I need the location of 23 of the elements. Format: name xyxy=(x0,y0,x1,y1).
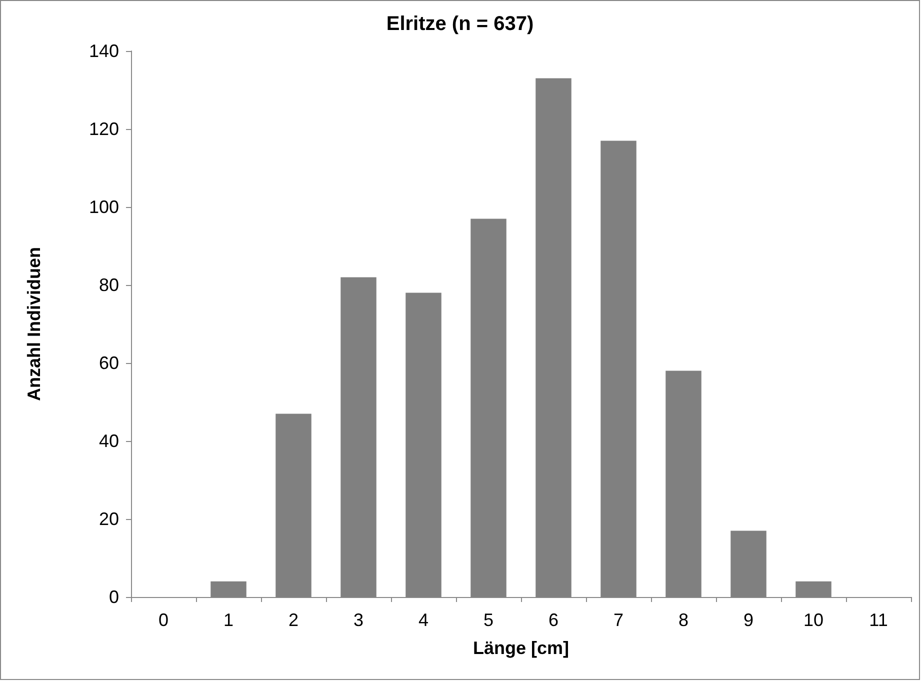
y-tick-label: 20 xyxy=(98,509,119,529)
x-tick-label: 10 xyxy=(803,610,824,630)
y-tick-label: 60 xyxy=(98,353,119,373)
y-tick-label: 0 xyxy=(108,587,119,607)
x-tick-label: 8 xyxy=(678,610,689,630)
x-tick-label: 7 xyxy=(613,610,624,630)
chart-title: Elritze (n = 637) xyxy=(386,13,534,35)
x-axis-title: Länge [cm] xyxy=(472,638,570,658)
y-tick-label: 80 xyxy=(98,275,119,295)
y-tick-label: 40 xyxy=(98,431,119,451)
x-tick-label: 1 xyxy=(223,610,234,630)
y-axis-title: Anzahl Individuen xyxy=(24,246,44,402)
x-tick-label: 4 xyxy=(418,610,429,630)
x-tick-label: 11 xyxy=(869,610,888,630)
x-tick-label: 9 xyxy=(743,610,754,630)
x-tick-label: 0 xyxy=(158,610,169,630)
y-tick-label: 100 xyxy=(88,197,119,217)
x-tick-label: 2 xyxy=(288,610,299,630)
y-tick-label: 120 xyxy=(88,119,119,139)
x-tick-label: 3 xyxy=(353,610,364,630)
y-tick-label: 140 xyxy=(88,41,119,61)
x-tick-label: 5 xyxy=(483,610,494,630)
x-tick-label: 6 xyxy=(548,610,559,630)
